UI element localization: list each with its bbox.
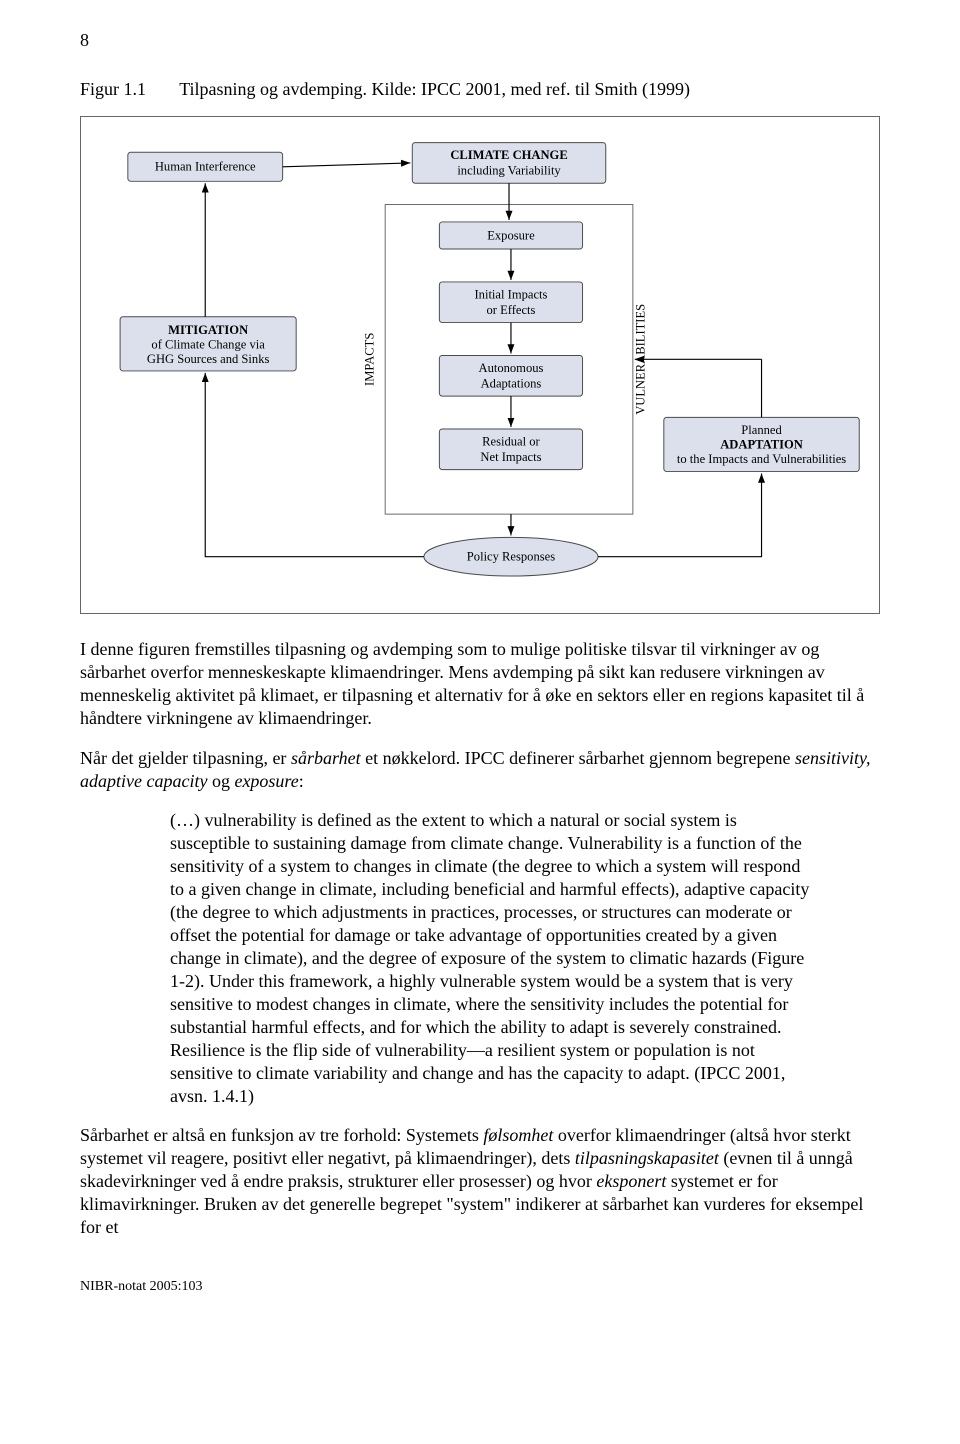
- flowchart-diagram: Human Interference CLIMATE CHANGE includ…: [80, 116, 880, 614]
- flowchart-svg: Human Interference CLIMATE CHANGE includ…: [93, 131, 867, 595]
- footer-note: NIBR-notat 2005:103: [80, 1279, 880, 1295]
- text-autonomous-1: Autonomous: [478, 361, 543, 375]
- paragraph-1: I denne figuren fremstilles tilpasning o…: [80, 638, 880, 730]
- paragraph-2: Når det gjelder tilpasning, er sårbarhet…: [80, 747, 880, 793]
- text-exposure: Exposure: [487, 228, 535, 242]
- p2-c: et nøkkelord. IPCC definerer sårbarhet g…: [361, 748, 795, 768]
- p3-d: tilpasningskapasitet: [575, 1148, 719, 1168]
- text-mitigation-1: MITIGATION: [168, 323, 248, 337]
- text-autonomous-2: Adaptations: [481, 376, 542, 390]
- text-policy: Policy Responses: [467, 550, 555, 564]
- text-climate-change-2: including Variability: [457, 164, 561, 178]
- figure-label: Figur 1.1: [80, 79, 175, 100]
- text-climate-change-1: CLIMATE CHANGE: [450, 148, 567, 162]
- p3-a: Sårbarhet er altså en funksjon av tre fo…: [80, 1125, 483, 1145]
- label-impacts: IMPACTS: [363, 333, 377, 386]
- page-number: 8: [80, 30, 880, 51]
- text-initial-impacts-1: Initial Impacts: [474, 287, 547, 301]
- p2-f: exposure: [234, 771, 298, 791]
- block-quote: (…) vulnerability is defined as the exte…: [170, 809, 810, 1108]
- p2-g: :: [299, 771, 304, 791]
- text-adaptation-1: Planned: [741, 423, 782, 437]
- p3-f: eksponert: [596, 1171, 666, 1191]
- text-adaptation-2: ADAPTATION: [720, 437, 803, 451]
- arrow-policy-adap: [598, 473, 762, 556]
- p3-b: følsomhet: [483, 1125, 553, 1145]
- text-human-interference: Human Interference: [155, 160, 256, 174]
- text-adaptation-3: to the Impacts and Vulnerabilities: [677, 452, 846, 466]
- text-mitigation-3: GHG Sources and Sinks: [147, 352, 270, 366]
- text-residual-2: Net Impacts: [480, 450, 541, 464]
- figure-caption: Figur 1.1 Tilpasning og avdemping. Kilde…: [80, 79, 880, 100]
- paragraph-3: Sårbarhet er altså en funksjon av tre fo…: [80, 1124, 880, 1239]
- p2-a: Når det gjelder tilpasning, er: [80, 748, 291, 768]
- p2-b: sårbarhet: [291, 748, 361, 768]
- arrow-hi-cc: [283, 163, 411, 167]
- text-mitigation-2: of Climate Change via: [151, 338, 265, 352]
- figure-caption-text: Tilpasning og avdemping. Kilde: IPCC 200…: [179, 79, 690, 99]
- p2-e: og: [207, 771, 234, 791]
- text-residual-1: Residual or: [482, 434, 540, 448]
- text-initial-impacts-2: or Effects: [486, 303, 535, 317]
- arrow-policy-mit: [205, 373, 424, 557]
